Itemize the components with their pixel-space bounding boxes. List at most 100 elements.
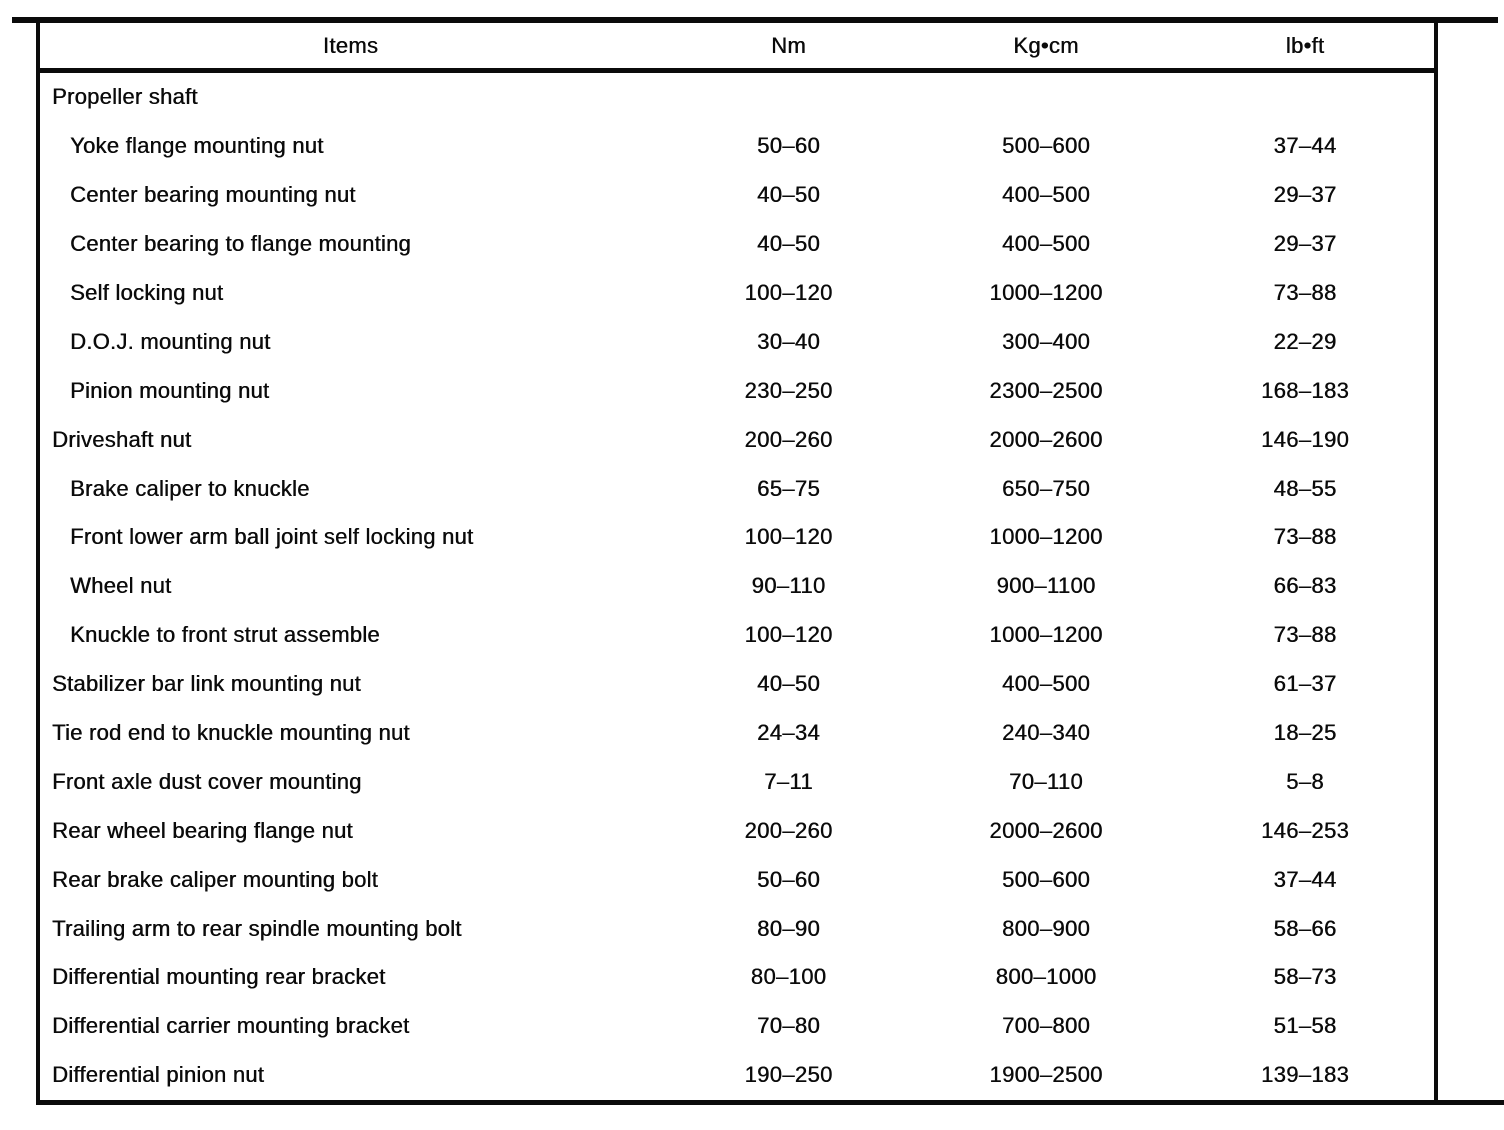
- item-cell: Pinion mounting nut: [70, 377, 270, 403]
- nm-cell: 100–120: [744, 524, 833, 550]
- item-cell: Trailing arm to rear spindle mounting bo…: [52, 915, 462, 941]
- lbft-cell: 58–73: [1273, 964, 1337, 990]
- table-row: Knuckle to front strut assemble 100–120 10…: [40, 611, 1434, 660]
- item-cell: Center bearing to flange mounting: [70, 231, 411, 257]
- header-lbft: lb•ft: [1285, 32, 1325, 58]
- torque-spec-table: Items Nm Kg•cm lb•ft Propeller shaft Yoke…: [36, 17, 1438, 1100]
- item-cell: Wheel nut: [70, 573, 172, 599]
- header-items: Items: [322, 32, 379, 58]
- kgcm-cell: 1000–1200: [989, 622, 1103, 648]
- table-row: Tie rod end to knuckle mounting nut 24–34…: [40, 709, 1434, 758]
- item-cell: Brake caliper to knuckle: [70, 475, 310, 501]
- item-cell: Front axle dust cover mounting: [52, 768, 362, 794]
- nm-cell: 50–60: [757, 866, 820, 892]
- item-cell: Driveshaft nut: [52, 426, 192, 452]
- table-header-row: Items Nm Kg•cm lb•ft: [40, 23, 1434, 68]
- lbft-cell: 61–37: [1273, 671, 1337, 697]
- kgcm-cell: 900–1100: [996, 573, 1096, 599]
- nm-cell: 40–50: [757, 182, 820, 208]
- kgcm-cell: 300–400: [1001, 328, 1091, 354]
- nm-cell: 40–50: [757, 671, 820, 697]
- kgcm-cell: 1900–2500: [989, 1062, 1103, 1088]
- kgcm-cell: 500–600: [1001, 866, 1091, 892]
- lbft-cell: 73–88: [1273, 524, 1337, 550]
- item-cell: Yoke flange mounting nut: [70, 133, 324, 159]
- nm-cell: 190–250: [744, 1062, 833, 1088]
- lbft-cell: 37–44: [1273, 866, 1337, 892]
- lbft-cell: 22–29: [1273, 328, 1337, 354]
- nm-cell: 65–75: [757, 475, 820, 501]
- kgcm-cell: 2000–2600: [989, 426, 1103, 452]
- table-body: Propeller shaft Yoke flange mounting nut 5…: [40, 73, 1434, 1100]
- nm-cell: 7–11: [764, 768, 813, 794]
- table-row: Trailing arm to rear spindle mounting bo…: [40, 904, 1434, 953]
- nm-cell: 80–90: [757, 915, 820, 941]
- table-row: Front lower arm ball joint self locking …: [40, 513, 1434, 562]
- lbft-cell: 73–88: [1273, 280, 1337, 305]
- kgcm-cell: 2300–2500: [989, 377, 1103, 403]
- table-row: Wheel nut 90–110 900–1100 66–83: [40, 562, 1434, 611]
- lbft-cell: 168–183: [1260, 377, 1350, 403]
- table-row: Center bearing to flange mounting 40–50 40…: [40, 220, 1434, 269]
- kgcm-cell: 1000–1200: [989, 524, 1103, 550]
- table-row: Driveshaft nut 200–260 2000–2600 146–190: [40, 415, 1434, 464]
- table-row: Rear wheel bearing flange nut 200–260 2000…: [40, 806, 1434, 855]
- item-cell: Front lower arm ball joint self locking …: [70, 524, 474, 550]
- item-cell: Differential mounting rear bracket: [52, 964, 386, 990]
- kgcm-cell: 70–110: [1009, 768, 1083, 794]
- kgcm-cell: 400–500: [1001, 182, 1091, 208]
- item-cell: D.O.J. mounting nut: [70, 328, 271, 354]
- nm-cell: 80–100: [750, 964, 827, 990]
- nm-cell: 50–60: [757, 133, 820, 159]
- lbft-cell: 5–8: [1286, 768, 1324, 794]
- nm-cell: 70–80: [757, 1013, 820, 1039]
- kgcm-cell: 400–500: [1001, 231, 1091, 257]
- item-cell: Differential carrier mounting bracket: [52, 1013, 410, 1039]
- table-row: Yoke flange mounting nut 50–60 500–600 37–4…: [40, 122, 1434, 171]
- nm-cell: 100–120: [744, 280, 833, 305]
- lbft-cell: 37–44: [1273, 133, 1337, 159]
- lbft-cell: 29–37: [1273, 182, 1337, 208]
- header-kgcm: Kg•cm: [1013, 32, 1079, 58]
- kgcm-cell: 700–800: [1001, 1013, 1091, 1039]
- table-row: Self locking nut 100–120 1000–1200 73–88: [40, 269, 1434, 318]
- nm-cell: 200–260: [744, 817, 833, 843]
- table-row: Front axle dust cover mounting 7–11 70–110…: [40, 757, 1434, 806]
- nm-cell: 90–110: [751, 573, 826, 599]
- lbft-cell: 146–190: [1260, 426, 1350, 452]
- table-row: Rear brake caliper mounting bolt 50–60 500…: [40, 855, 1434, 904]
- table-row: Center bearing mounting nut 40–50 400–500 2…: [40, 171, 1434, 220]
- kgcm-cell: 800–1000: [995, 964, 1097, 990]
- nm-cell: 24–34: [757, 720, 820, 746]
- kgcm-cell: 1000–1200: [989, 280, 1103, 305]
- table-top-border: [12, 17, 1498, 23]
- lbft-cell: 58–66: [1273, 915, 1337, 941]
- item-cell: Rear brake caliper mounting bolt: [52, 866, 378, 892]
- item-cell: Tie rod end to knuckle mounting nut: [52, 720, 410, 746]
- table-row: Brake caliper to knuckle 65–75 650–750 48–5…: [40, 464, 1434, 513]
- table-row: Propeller shaft: [40, 73, 1434, 122]
- table-row: Differential carrier mounting bracket 70–…: [40, 1002, 1434, 1051]
- lbft-cell: 66–83: [1273, 573, 1337, 599]
- nm-cell: 30–40: [757, 328, 820, 354]
- item-cell: Knuckle to front strut assemble: [70, 622, 380, 648]
- kgcm-cell: 240–340: [1001, 720, 1091, 746]
- item-cell: Stabilizer bar link mounting nut: [52, 671, 361, 697]
- lbft-cell: 139–183: [1260, 1062, 1350, 1088]
- table-row: Pinion mounting nut 230–250 2300–2500 168–1…: [40, 366, 1434, 415]
- item-cell: Rear wheel bearing flange nut: [52, 817, 353, 843]
- nm-cell: 100–120: [744, 622, 833, 648]
- lbft-cell: 146–253: [1260, 817, 1350, 843]
- kgcm-cell: 400–500: [1001, 671, 1091, 697]
- nm-cell: 230–250: [744, 377, 833, 403]
- header-nm: Nm: [771, 32, 806, 58]
- lbft-cell: 51–58: [1273, 1013, 1337, 1039]
- table-row: Differential mounting rear bracket 80–100…: [40, 953, 1434, 1002]
- lbft-cell: 18–25: [1273, 720, 1337, 746]
- lbft-cell: 48–55: [1273, 475, 1337, 501]
- item-cell: Self locking nut: [70, 280, 224, 305]
- lbft-cell: 73–88: [1273, 622, 1337, 648]
- kgcm-cell: 650–750: [1001, 475, 1091, 501]
- header-separator: [40, 68, 1434, 73]
- table-row: Stabilizer bar link mounting nut 40–50 400…: [40, 660, 1434, 709]
